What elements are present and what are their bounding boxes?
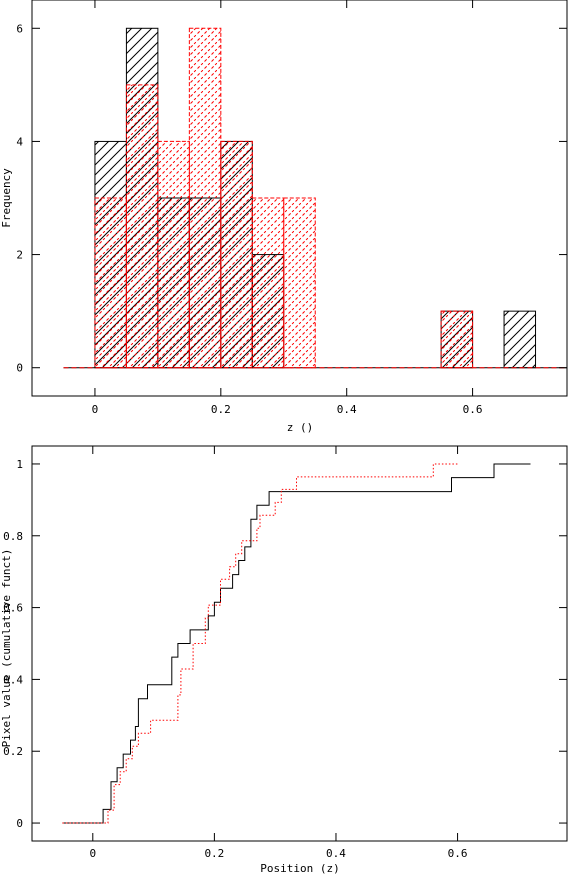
histogram-x-tick-label: 0.2	[211, 403, 231, 416]
histogram-plot-frame	[31, 0, 568, 397]
cumulative-x-tick-label: 0.4	[326, 847, 346, 860]
histogram-bar-series2-bin4	[188, 27, 222, 369]
cumulative-axes: 0 0.2 0.4 0.6 0 0.2 0.4 0.6 0.8 1	[3, 446, 567, 860]
cumulative-y-tick-label: 0.2	[3, 745, 23, 758]
cumulative-line-series1	[62, 463, 531, 824]
histogram-x-tick-label: 0.6	[463, 403, 483, 416]
cumulative-x-axis-label: Position (z)	[260, 862, 339, 874]
histogram-bar-series2-bin7	[283, 197, 316, 369]
cumulative-y-axis-label: Pixel value (cumulative funct)	[0, 549, 13, 748]
cumulative-lines	[62, 463, 531, 824]
cumulative-y-tick-label: 1	[16, 458, 23, 471]
histogram-bar-series2-bin5	[220, 140, 253, 369]
histogram-y-tick-label: 0	[16, 362, 23, 375]
cumulative-y-tick-label: 0	[16, 817, 23, 830]
cumulative-panel: 0 0.2 0.4 0.6 0 0.2 0.4 0.6 0.8 1 Position (z) Pi…	[0, 445, 568, 874]
histogram-bar-series1-bin14	[503, 310, 537, 369]
cumulative-y-tick-label: 0.8	[3, 530, 23, 543]
cumulative-y-tick-label: 0.4	[3, 673, 23, 686]
histogram-bar-series2-bin12	[440, 310, 474, 369]
histogram-bars	[63, 27, 567, 369]
cumulative-x-tick-label: 0.6	[448, 847, 468, 860]
histogram-x-axis-label: z ()	[287, 421, 314, 434]
cumulative-y-tick-label: 0.6	[3, 602, 23, 615]
histogram-x-tick-label: 0	[92, 403, 99, 416]
histogram-y-axis-label: Frequency	[0, 168, 13, 228]
cumulative-x-tick-label: 0.2	[204, 847, 224, 860]
histogram-bar-series2-bin6	[251, 197, 285, 369]
histogram-bar-series2-bin3	[157, 140, 190, 369]
histogram-y-tick-label: 6	[16, 22, 23, 35]
histogram-y-tick-label: 4	[16, 135, 23, 148]
histogram-bar-series2-bin2	[125, 84, 159, 369]
histogram-panel: 0 0.2 0.4 0.6 0 2 4 6 z () Frequency	[0, 0, 568, 434]
histogram-bar-series2-bin1	[94, 197, 127, 369]
cumulative-line-series2	[62, 463, 458, 824]
histogram-axes: 0 0.2 0.4 0.6 0 2 4 6	[16, 0, 567, 416]
cumulative-x-tick-label: 0	[89, 847, 96, 860]
histogram-y-tick-label: 2	[16, 249, 23, 262]
cumulative-plot-frame	[31, 445, 568, 842]
histogram-x-tick-label: 0.4	[337, 403, 357, 416]
